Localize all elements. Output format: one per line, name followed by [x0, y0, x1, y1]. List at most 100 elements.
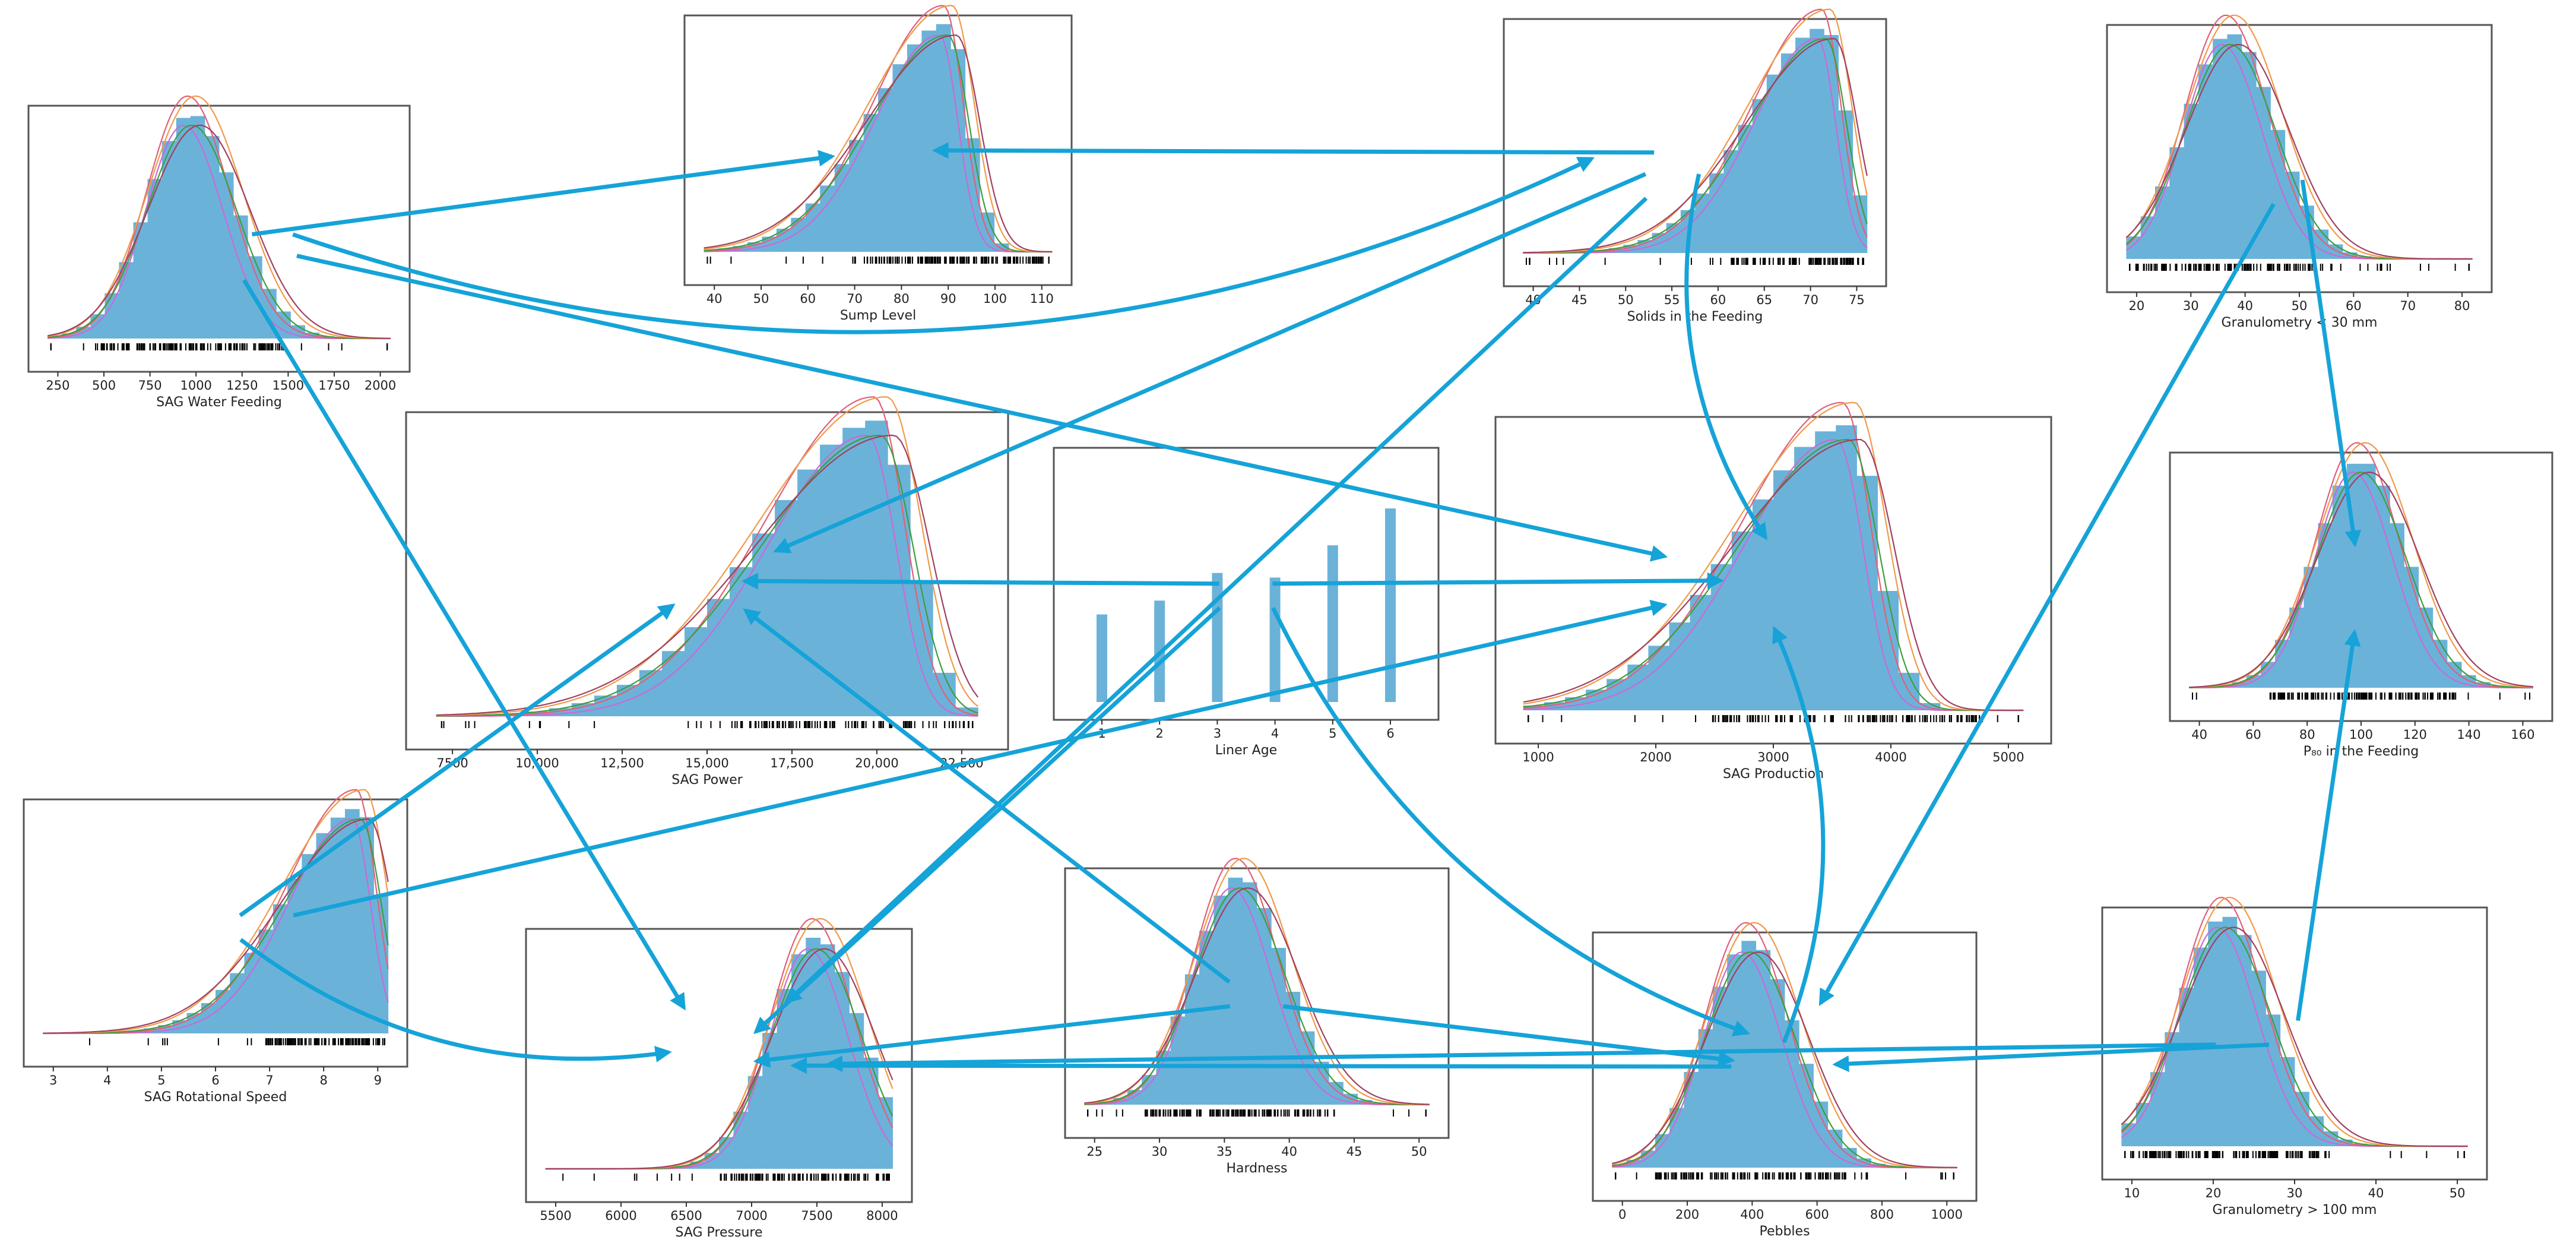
edge-arrow-granulometry-gt-100-to-sag-pressure	[826, 1042, 2216, 1073]
tick-label: 400	[1740, 1207, 1764, 1222]
panel-sag-rotational-speed: 3 4 5 6 7 8 9 SAG Rotational Speed	[23, 789, 408, 1105]
tick-label: 160	[2511, 728, 2534, 742]
tick-label: 1000	[180, 378, 211, 393]
edge-arrow-hardness-to-sag-power	[743, 608, 1231, 984]
histogram-bar	[1815, 431, 1836, 710]
histogram-bar	[2318, 523, 2333, 688]
axis-label-sag-rotational-speed: SAG Rotational Speed	[144, 1090, 287, 1105]
tick-label: 1000	[1931, 1207, 1963, 1222]
tick-label: 7500	[801, 1209, 832, 1223]
tick-label: 120	[2403, 728, 2427, 742]
tick-label: 75	[1849, 293, 1865, 307]
histogram-bar	[244, 953, 259, 1033]
histogram-bar	[143, 1028, 159, 1033]
edge-arrow-sag-water-feeding-to-solids-in-the-feeding	[292, 156, 1595, 334]
edge-arrow-granulometry-gt-100-to-pebbles	[1832, 1042, 2270, 1073]
histogram-bar	[1810, 29, 1824, 254]
histogram-bar	[878, 88, 893, 252]
histogram-bar	[2208, 921, 2223, 1146]
axis-label-hardness: Hardness	[1226, 1161, 1287, 1176]
histogram-bar	[2241, 52, 2257, 259]
histogram-bar	[1723, 150, 1738, 253]
density-fit-curve	[704, 5, 1053, 253]
tick-label: 70	[847, 292, 863, 306]
density-fit-curve	[1612, 922, 1957, 1169]
axis-label-sag-water-feeding: SAG Water Feeding	[156, 395, 282, 410]
histogram-bar	[1780, 53, 1796, 253]
tick-label: 90	[940, 292, 956, 306]
edge-arrow-solids-in-the-feeding-to-sag-pressure	[784, 197, 1648, 1004]
histogram-bar	[707, 599, 730, 716]
histogram-bar	[2135, 1102, 2151, 1146]
histogram-bar	[594, 695, 617, 716]
density-fit-curve	[1612, 951, 1957, 1169]
tick-label: 5000	[1992, 750, 2024, 764]
tick-label: 100	[2349, 728, 2373, 742]
histogram-bar	[1669, 1108, 1684, 1168]
tick-label: 0	[1618, 1207, 1626, 1222]
tick-label: 6	[211, 1073, 219, 1087]
histogram-bar	[775, 499, 798, 716]
density-fit-curve	[436, 396, 978, 717]
edge-arrow-sag-water-feeding-to-sag-pressure	[242, 279, 686, 1011]
histogram-bar	[1648, 646, 1669, 710]
tick-label: 8	[319, 1073, 327, 1087]
panel-granulometry-gt-100: 10 20 30 40 50 Granulometry > 100 mm	[2101, 896, 2488, 1218]
histogram-bar	[1199, 931, 1214, 1105]
tick-label: 1250	[226, 378, 258, 393]
panel-sump-level: 40 50 60 70 80 90 100 110 Sump Level	[683, 5, 1073, 323]
histogram-bar	[863, 113, 879, 252]
panel-sag-power: 7500 10,000 12,500 15,000 17,500 20,000 22,500…	[405, 396, 1009, 788]
density-fit-curve	[43, 818, 389, 1034]
edge-arrow-sag-water-feeding-to-sump-level	[252, 150, 835, 237]
edge-arrow-solids-in-the-feeding-to-sump-level	[931, 142, 1655, 159]
edge-arrow-solids-in-the-feeding-to-sag-production	[1684, 173, 1767, 540]
histogram-bar	[1877, 590, 1899, 710]
histogram-bar	[1690, 595, 1712, 710]
liner-age-bar	[1269, 577, 1281, 702]
tick-label: 800	[1870, 1207, 1894, 1222]
density-fit-curve	[47, 95, 391, 339]
edge-arrow-liner-age-to-sag-pressure	[753, 606, 1221, 1035]
tick-label: 20,000	[855, 756, 898, 770]
tick-label: 30	[2287, 1186, 2303, 1200]
tick-label: 6	[1386, 726, 1394, 741]
axis-label-sag-power: SAG Power	[671, 773, 743, 788]
density-fit-curve	[2189, 471, 2533, 688]
panel-hardness: 25 30 35 40 45 50 Hardness	[1064, 858, 1450, 1176]
histogram-bar	[204, 136, 220, 339]
axis-label-granulometry-lt-30: Granulometry < 30 mm	[2222, 315, 2378, 330]
density-fit-curve	[436, 434, 978, 717]
tick-label: 60	[800, 292, 816, 306]
tick-label: 4	[1271, 726, 1279, 741]
histogram-bar	[1565, 697, 1586, 710]
histogram-bar	[1756, 950, 1771, 1168]
histogram-bar	[258, 929, 274, 1033]
tick-label: 60	[1710, 293, 1726, 307]
axis-label-pebbles: Pebbles	[1759, 1224, 1810, 1239]
histogram-bar	[1827, 1130, 1843, 1168]
histogram-bar	[1609, 248, 1624, 253]
tick-label: 35	[1216, 1144, 1232, 1159]
tick-label: 3000	[1757, 750, 1789, 764]
histogram-bar	[104, 293, 119, 339]
edge-arrow-solids-in-the-feeding-to-sag-power	[773, 172, 1647, 554]
histogram-bar	[2150, 1072, 2165, 1146]
histogram-bar	[1586, 690, 1607, 710]
panel-pebbles: 0 200 400 600 800 1000 Pebbles	[1592, 922, 1978, 1239]
histogram-bar	[1228, 877, 1243, 1105]
tick-label: 9	[374, 1073, 382, 1087]
tick-label: 15,000	[685, 756, 728, 770]
tick-label: 20	[2129, 299, 2145, 313]
tick-label: 40	[1281, 1144, 1297, 1159]
tick-label: 45	[1571, 293, 1588, 307]
histogram-bar	[2404, 567, 2419, 688]
edge-arrow-liner-age-to-sag-production	[1272, 572, 1724, 589]
tick-label: 80	[893, 292, 910, 306]
edge-arrow-pebbles-to-sag-production	[1772, 625, 1826, 1044]
density-fit-curve	[1612, 951, 1957, 1168]
edge-arrow-granulometry-lt-30-to-pebbles	[1818, 203, 2276, 1006]
tick-label: 600	[1805, 1207, 1829, 1222]
tick-label: 70	[2400, 299, 2416, 313]
